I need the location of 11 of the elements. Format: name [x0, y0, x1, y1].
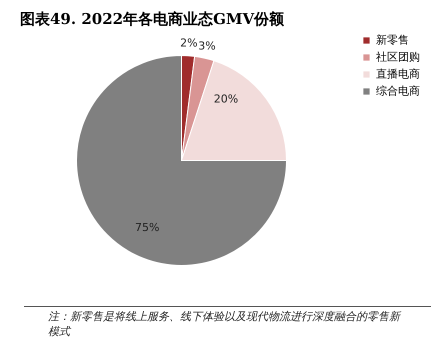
data-label: 2% [180, 36, 198, 50]
legend-label: 新零售 [376, 34, 409, 46]
pie-slice [76, 55, 287, 266]
data-label: 20% [214, 92, 238, 106]
text: 注：新零售是将线上服务、线下体验以及现代物流进行深度融合的零售新模式 [48, 309, 402, 339]
legend-label: 直播电商 [376, 68, 420, 80]
chart-title: 图表49. 2022年各电商业态GMV份额 [20, 10, 286, 28]
data-label: 75% [134, 220, 160, 234]
data-label: 3% [198, 39, 216, 52]
legend-label: 综合电商 [376, 84, 420, 98]
legend-label: 社区团购 [376, 50, 420, 64]
